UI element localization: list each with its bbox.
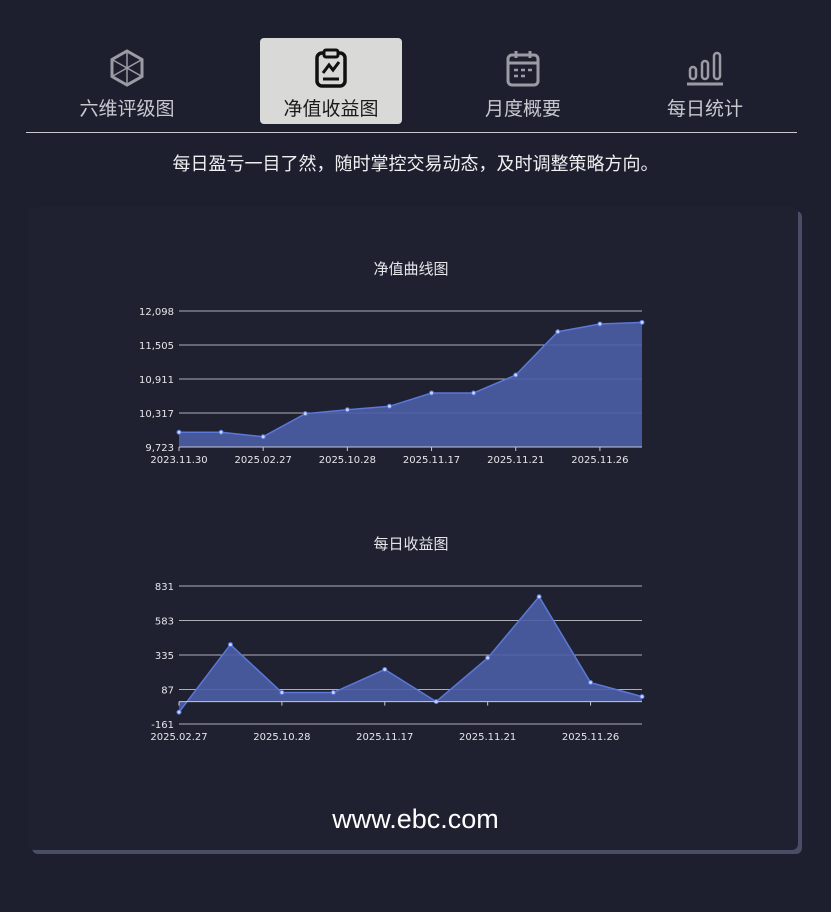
x-tick-label: 2025.10.28	[253, 732, 310, 743]
data-point	[218, 429, 224, 435]
data-point	[176, 429, 182, 435]
data-point	[382, 666, 388, 672]
y-tick-label: 11,505	[139, 341, 174, 352]
tab-monthly-summary[interactable]: 月度概要	[452, 38, 594, 124]
data-point	[597, 321, 603, 327]
y-tick-label: 335	[155, 651, 174, 662]
x-tick-label: 2025.11.17	[403, 455, 460, 466]
x-tick-label: 2025.02.27	[150, 732, 207, 743]
series-line	[178, 595, 643, 713]
tab-label: 月度概要	[484, 98, 561, 120]
data-point	[260, 434, 266, 440]
x-tick-label: 2025.11.21	[487, 455, 544, 466]
tab-label: 净值收益图	[283, 98, 379, 120]
x-tick-label: 2023.11.30	[150, 455, 207, 466]
x-tick-label: 2025.10.28	[319, 455, 376, 466]
data-point	[639, 694, 645, 700]
x-tick-label: 2025.11.26	[571, 455, 628, 466]
chart-card	[28, 207, 798, 850]
x-tick-label: 2025.11.21	[459, 732, 516, 743]
chart-title-net-value: 净值曲线图	[373, 260, 448, 278]
bar-chart-icon	[687, 51, 723, 86]
data-point	[471, 390, 477, 396]
y-tick-label: 831	[155, 582, 174, 593]
data-point	[536, 594, 542, 600]
y-tick-label: 12,098	[139, 307, 174, 318]
area-fill	[179, 596, 642, 713]
calendar-icon	[506, 51, 540, 87]
series-line	[179, 321, 643, 438]
y-tick-label: 9,723	[145, 443, 174, 454]
hexagon-icon	[110, 49, 144, 87]
tab-divider	[26, 132, 797, 133]
tab-label: 六维评级图	[79, 98, 175, 120]
tab-six-dimension-rating[interactable]: 六维评级图	[56, 38, 198, 124]
chart-title-daily-return: 每日收益图	[373, 535, 448, 553]
data-point	[588, 680, 594, 686]
tab-daily-stats[interactable]: 每日统计	[634, 38, 776, 124]
x-tick-label: 2025.11.17	[356, 732, 413, 743]
x-tick-label: 2025.11.26	[562, 732, 619, 743]
data-point	[302, 411, 308, 417]
data-point	[330, 690, 336, 696]
clipboard-chart-icon	[315, 48, 347, 88]
footer-url: www.ebc.com	[332, 804, 499, 834]
data-point	[639, 319, 645, 325]
data-point	[513, 372, 519, 378]
data-point	[386, 403, 392, 409]
x-tick-label: 2025.02.27	[235, 455, 292, 466]
data-point	[279, 690, 285, 696]
data-point	[555, 329, 561, 335]
tagline: 每日盈亏一目了然，随时掌控交易动态，及时调整策略方向。	[172, 154, 659, 175]
y-tick-label: 87	[161, 686, 174, 697]
area-fill	[179, 322, 642, 447]
data-point	[227, 642, 233, 648]
data-point	[176, 709, 182, 715]
y-tick-label: 583	[155, 617, 174, 628]
y-tick-label: -161	[151, 720, 174, 731]
tab-net-value-return[interactable]: 净值收益图	[260, 38, 402, 124]
y-tick-label: 10,911	[139, 375, 174, 386]
data-point	[429, 390, 435, 396]
data-point	[485, 655, 491, 661]
tab-label: 每日统计	[666, 98, 743, 120]
data-point	[344, 407, 350, 413]
y-tick-label: 10,317	[139, 409, 174, 420]
